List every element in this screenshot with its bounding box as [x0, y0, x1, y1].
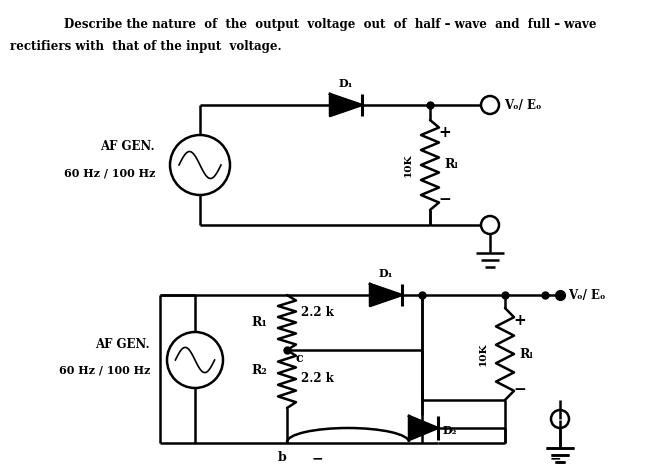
Text: D₂: D₂: [443, 424, 457, 436]
Text: Rₗ: Rₗ: [444, 159, 458, 171]
Text: 2.2 k: 2.2 k: [301, 306, 334, 319]
Text: D₁: D₁: [339, 78, 353, 89]
Text: −: −: [513, 382, 526, 397]
Text: −: −: [438, 192, 451, 207]
Text: c: c: [295, 352, 303, 365]
Text: 10K: 10K: [478, 342, 488, 366]
Text: D₁: D₁: [379, 268, 393, 279]
Text: 60 Hz / 100 Hz: 60 Hz / 100 Hz: [59, 365, 150, 375]
Text: 60 Hz / 100 Hz: 60 Hz / 100 Hz: [63, 168, 155, 179]
Text: +: +: [513, 313, 526, 328]
Text: −: −: [549, 451, 561, 465]
Text: −: −: [311, 451, 323, 465]
Text: +: +: [438, 125, 451, 140]
Text: Vₒ/ Eₒ: Vₒ/ Eₒ: [568, 289, 605, 301]
Text: R₂: R₂: [251, 365, 267, 377]
Text: 2.2 k: 2.2 k: [301, 373, 334, 385]
Polygon shape: [409, 416, 438, 440]
Text: R₁: R₁: [251, 316, 267, 329]
Text: AF GEN.: AF GEN.: [100, 140, 155, 154]
Text: Rₗ: Rₗ: [519, 348, 533, 360]
Text: AF GEN.: AF GEN.: [96, 339, 150, 351]
Text: 10K: 10K: [403, 153, 412, 177]
Polygon shape: [330, 94, 362, 116]
Text: Vₒ/ Eₒ: Vₒ/ Eₒ: [504, 98, 541, 112]
Text: Describe the nature  of  the  output  voltage  out  of  half – wave  and  full –: Describe the nature of the output voltag…: [64, 18, 596, 31]
Polygon shape: [370, 284, 402, 306]
Text: b: b: [278, 451, 286, 464]
Text: rectifiers with  that of the input  voltage.: rectifiers with that of the input voltag…: [10, 40, 282, 53]
